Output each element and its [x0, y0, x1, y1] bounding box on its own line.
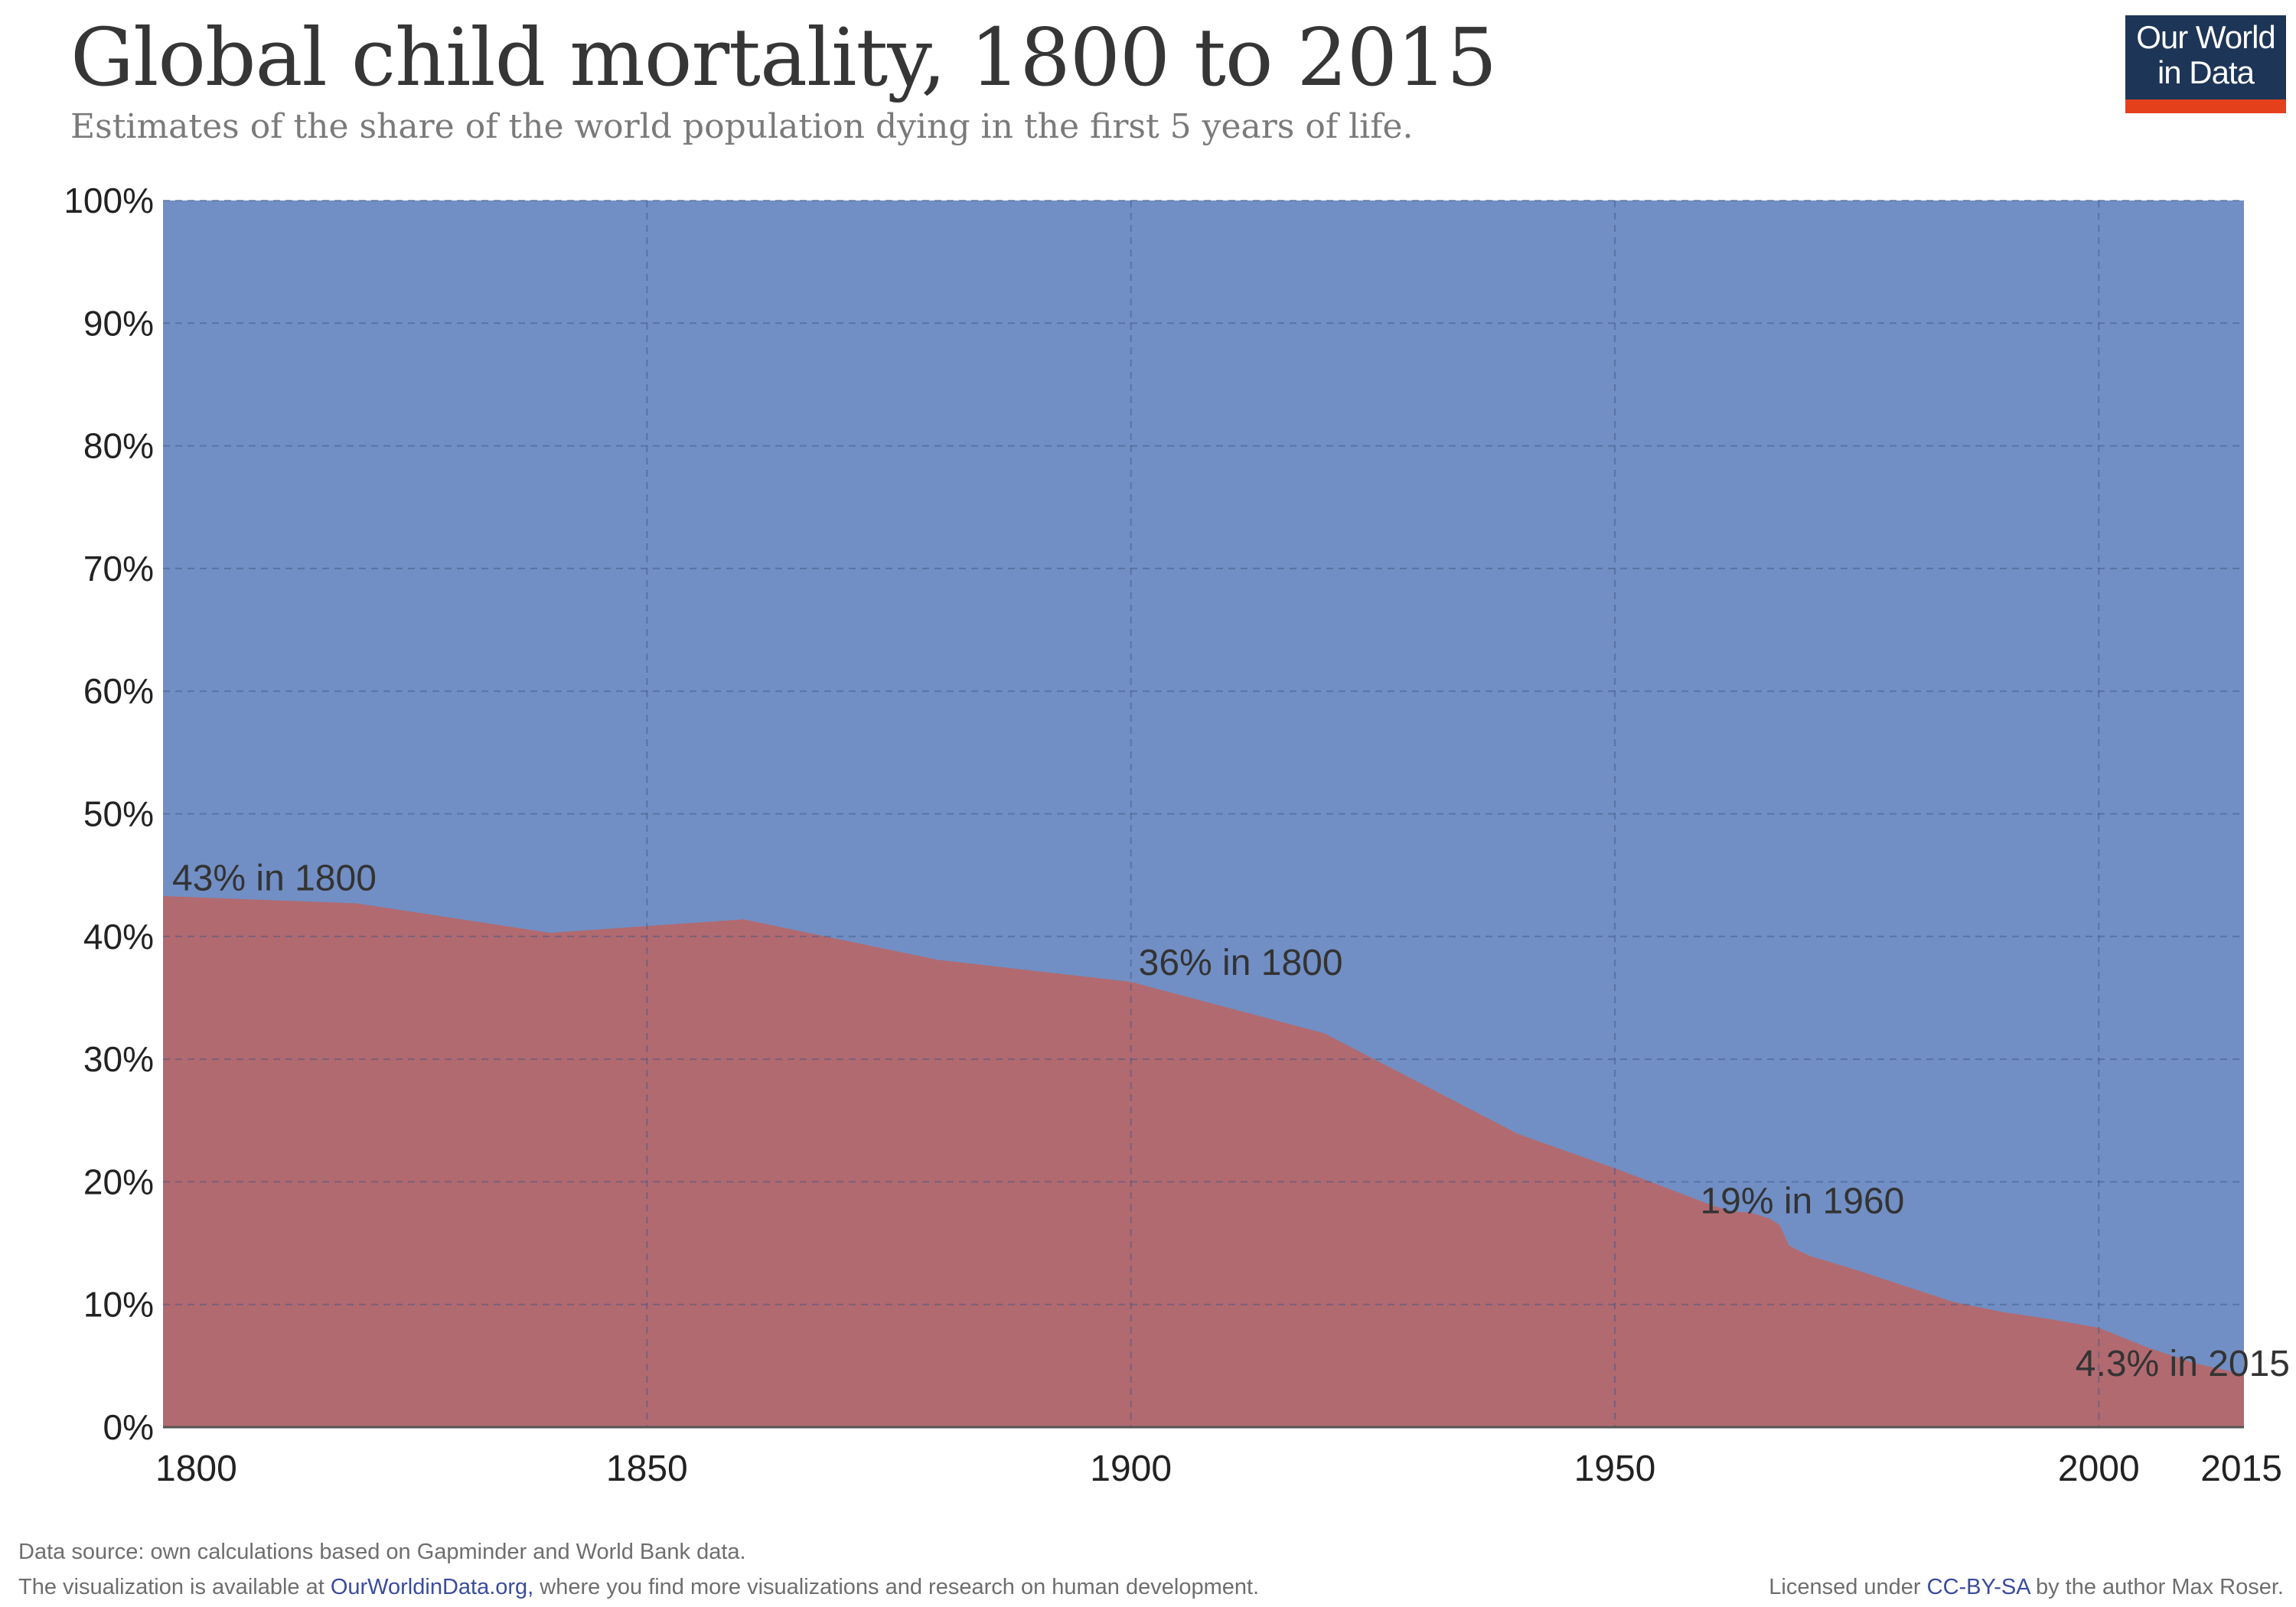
x-tick-label: 1900: [1090, 1449, 1172, 1489]
y-tick-label: 90%: [83, 303, 154, 343]
y-tick-label: 0%: [103, 1407, 154, 1447]
x-tick-label: 2015: [2200, 1449, 2282, 1489]
y-axis-ticks: 0% 10% 20% 30% 40% 50% 60% 70% 80% 90% 100%: [64, 181, 154, 1447]
y-tick-label: 80%: [83, 426, 154, 466]
availability-suffix: where you find more visualizations and r…: [533, 1575, 1260, 1599]
annotation-label: 4.3% in 2015: [2076, 1344, 2290, 1384]
y-tick-label: 70%: [83, 549, 154, 588]
y-tick-label: 10%: [83, 1285, 154, 1325]
x-tick-label: 2000: [2058, 1449, 2140, 1489]
x-tick-label: 1850: [606, 1449, 688, 1489]
chart-areas: [163, 200, 2244, 1427]
footer-availability: The visualization is available at OurWor…: [18, 1575, 1259, 1600]
x-tick-label: 1800: [155, 1449, 237, 1489]
chart-title: Global child mortality, 1800 to 2015: [70, 11, 1497, 104]
license-prefix: Licensed under: [1769, 1575, 1927, 1599]
logo-text: Our World in Data: [2125, 20, 2286, 90]
footer-source: Data source: own calculations based on G…: [18, 1540, 746, 1564]
footer-license: Licensed under CC-BY-SA by the author Ma…: [1769, 1575, 2284, 1600]
license-link[interactable]: CC-BY-SA: [1926, 1575, 2030, 1599]
availability-prefix: The visualization is available at: [18, 1575, 331, 1599]
annotation-label: 36% in 1800: [1139, 943, 1343, 983]
chart-gridlines: [163, 200, 2244, 1429]
area-series-died: [163, 895, 2244, 1427]
site-link[interactable]: OurWorldinData.org,: [330, 1575, 534, 1599]
y-tick-label: 100%: [64, 181, 154, 220]
chart-annotations: 43% in 1800 36% in 1800 19% in 1960 4.3% in…: [172, 859, 2290, 1384]
y-tick-label: 30%: [83, 1039, 154, 1079]
logo-accent-bar: [2125, 99, 2286, 113]
annotation-label: 43% in 1800: [172, 859, 377, 899]
logo-line-2: in Data: [2157, 54, 2255, 90]
y-tick-label: 60%: [83, 671, 154, 711]
logo-line-1: Our World: [2136, 19, 2276, 55]
y-tick-label: 20%: [83, 1162, 154, 1201]
chart-subtitle: Estimates of the share of the world popu…: [70, 107, 1414, 146]
y-tick-label: 50%: [83, 794, 154, 834]
y-tick-label: 40%: [83, 917, 154, 957]
x-tick-label: 1950: [1574, 1449, 1656, 1489]
x-axis-ticks: 1800 1850 1900 1950 2000 2015: [155, 1449, 2282, 1489]
annotation-label: 19% in 1960: [1700, 1181, 1904, 1221]
owid-logo[interactable]: Our World in Data: [2125, 15, 2286, 113]
license-suffix: by the author Max Roser.: [2029, 1575, 2284, 1599]
